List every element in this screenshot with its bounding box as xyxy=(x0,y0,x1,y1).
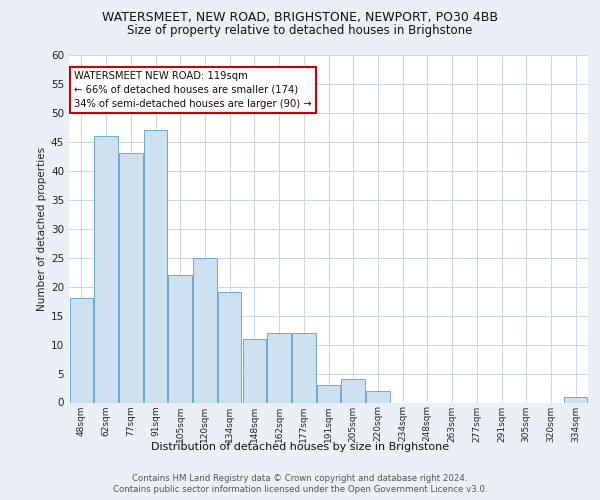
Bar xyxy=(94,136,118,402)
Bar xyxy=(268,333,291,402)
Bar xyxy=(366,391,389,402)
Text: WATERSMEET, NEW ROAD, BRIGHSTONE, NEWPORT, PO30 4BB: WATERSMEET, NEW ROAD, BRIGHSTONE, NEWPOR… xyxy=(102,11,498,24)
Text: WATERSMEET NEW ROAD: 119sqm
← 66% of detached houses are smaller (174)
34% of se: WATERSMEET NEW ROAD: 119sqm ← 66% of det… xyxy=(74,70,312,108)
Bar xyxy=(119,154,143,402)
Bar xyxy=(193,258,217,402)
Bar xyxy=(292,333,316,402)
Text: Distribution of detached houses by size in Brighstone: Distribution of detached houses by size … xyxy=(151,442,449,452)
Text: Size of property relative to detached houses in Brighstone: Size of property relative to detached ho… xyxy=(127,24,473,37)
Y-axis label: Number of detached properties: Number of detached properties xyxy=(37,146,47,311)
Text: Contains HM Land Registry data © Crown copyright and database right 2024.: Contains HM Land Registry data © Crown c… xyxy=(132,474,468,483)
Bar xyxy=(341,380,365,402)
Bar xyxy=(218,292,241,403)
Bar xyxy=(169,275,192,402)
Bar xyxy=(70,298,93,403)
Bar xyxy=(144,130,167,402)
Bar xyxy=(564,396,587,402)
Text: Contains public sector information licensed under the Open Government Licence v3: Contains public sector information licen… xyxy=(113,485,487,494)
Bar xyxy=(242,339,266,402)
Bar xyxy=(317,385,340,402)
